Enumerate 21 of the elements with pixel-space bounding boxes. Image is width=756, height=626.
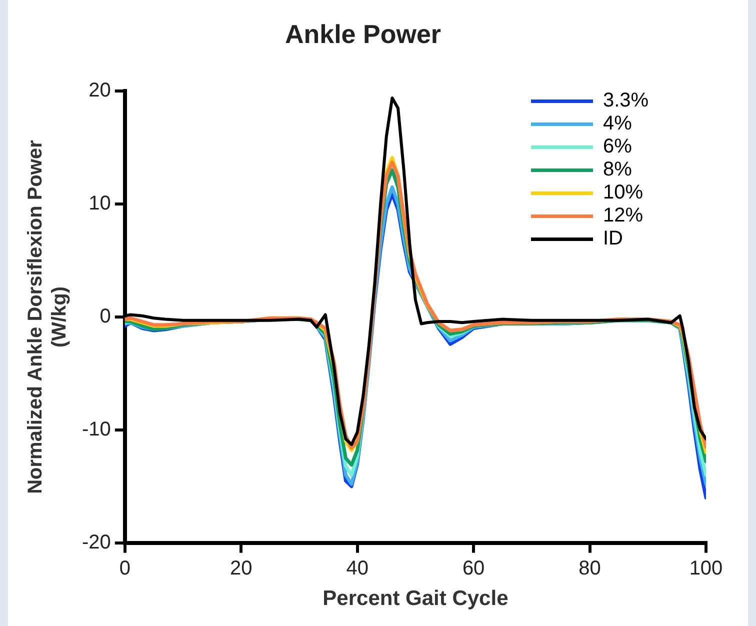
y-tick-label: -20: [82, 531, 111, 554]
legend-label: 8%: [603, 158, 632, 181]
legend-label: 10%: [603, 182, 644, 204]
x-tick-label: 0: [119, 557, 130, 580]
x-tick-label: 40: [346, 557, 368, 580]
legend-label: 4%: [603, 112, 632, 135]
y-tick-label: 20: [88, 80, 111, 102]
y-tick-label: 0: [100, 306, 111, 328]
y-tick-label: 10: [88, 192, 111, 215]
y-axis-title: Normalized Ankle Dorsiflexion Power (W/kg): [24, 140, 71, 494]
legend-label: 6%: [603, 136, 632, 158]
x-axis-title: Percent Gait Cycle: [322, 587, 508, 610]
chart-title: Ankle Power: [284, 18, 442, 49]
x-tick-label: 100: [689, 557, 723, 580]
y-tick-label: -10: [82, 418, 111, 440]
legend-label: 3.3%: [603, 90, 649, 112]
legend-label: ID: [603, 228, 623, 250]
x-tick-label: 20: [230, 557, 252, 580]
x-tick-label: 60: [462, 557, 485, 580]
legend-label: 12%: [603, 204, 644, 227]
x-tick-label: 80: [578, 557, 601, 580]
